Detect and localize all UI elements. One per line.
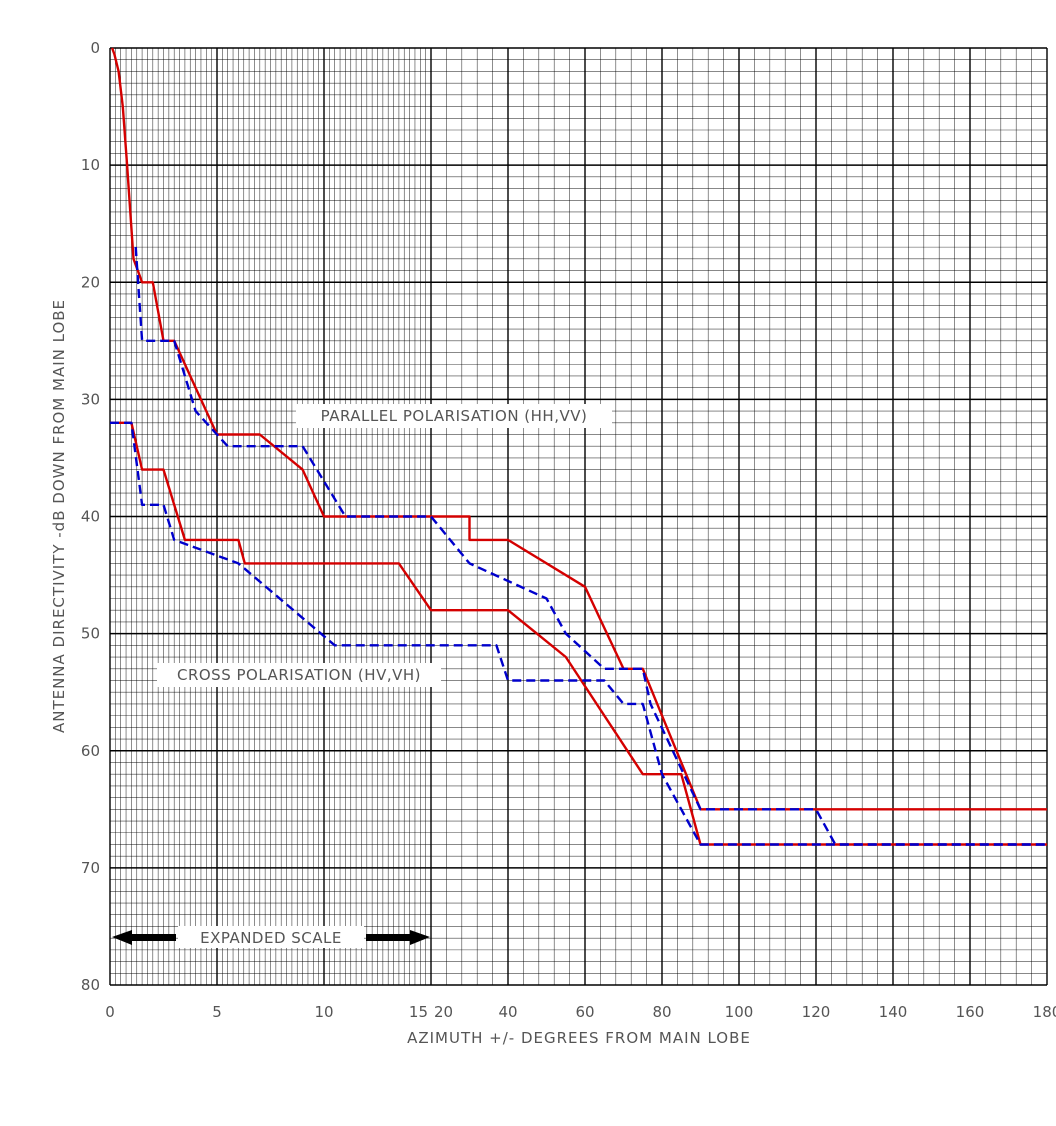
tick-labels: 0 10 20 30 40 50 60 70 80 0 5 10 40 60 80 100 120 140 160 1… <box>81 39 1056 1021</box>
y-tick-label: 80 <box>81 976 100 994</box>
x-tick-label: 5 <box>212 1003 222 1021</box>
x-tick-label: 120 <box>802 1003 831 1021</box>
y-tick-label: 40 <box>81 508 100 526</box>
x-tick-label: 160 <box>956 1003 985 1021</box>
parallel-label-group: PARALLEL POLARISATION (HH,VV) <box>296 404 612 428</box>
x-tick-label: 80 <box>652 1003 671 1021</box>
x-tick-label: 180 <box>1033 1003 1056 1021</box>
parallel-label-box <box>296 404 612 428</box>
grid <box>109 47 1048 986</box>
expanded-scale-box <box>178 926 364 948</box>
x-axis-title: AZIMUTH +/- DEGREES FROM MAIN LOBE <box>407 1029 751 1047</box>
parallel-pattern-line <box>134 247 1047 846</box>
y-tick-label: 70 <box>81 859 100 877</box>
y-tick-label: 50 <box>81 625 100 643</box>
expanded-scale-group: EXPANDED SCALE <box>112 926 430 948</box>
x-tick-label: 100 <box>725 1003 754 1021</box>
series <box>110 47 1047 846</box>
x-tick-label: 10 <box>314 1003 333 1021</box>
x-tick-label: 40 <box>498 1003 517 1021</box>
x-tick-label: 60 <box>575 1003 594 1021</box>
y-tick-label: 10 <box>81 156 100 174</box>
cross-polarisation-label: CROSS POLARISATION (HV,VH) <box>177 666 421 684</box>
y-tick-label: 0 <box>90 39 100 57</box>
cross-label-box <box>157 663 441 687</box>
x-tick-label: 20 <box>434 1003 453 1021</box>
parallel-polarisation-label: PARALLEL POLARISATION (HH,VV) <box>321 407 588 425</box>
cross-pattern-line <box>110 421 1047 846</box>
right-arrow-icon <box>366 930 430 945</box>
x-tick-label: 0 <box>105 1003 115 1021</box>
x-tick-label: 15 <box>409 1003 428 1021</box>
y-tick-label: 20 <box>81 273 100 291</box>
parallel-envelope-line <box>110 47 1047 811</box>
x-tick-label: 140 <box>879 1003 908 1021</box>
cross-envelope-line <box>110 421 1047 846</box>
y-tick-label: 30 <box>81 390 100 408</box>
cross-label-group: CROSS POLARISATION (HV,VH) <box>157 663 441 687</box>
left-arrow-icon <box>112 930 176 945</box>
expanded-scale-label: EXPANDED SCALE <box>200 929 342 947</box>
y-axis-title: ANTENNA DIRECTIVITY -dB DOWN FROM MAIN L… <box>50 299 68 733</box>
y-tick-label: 60 <box>81 742 100 760</box>
